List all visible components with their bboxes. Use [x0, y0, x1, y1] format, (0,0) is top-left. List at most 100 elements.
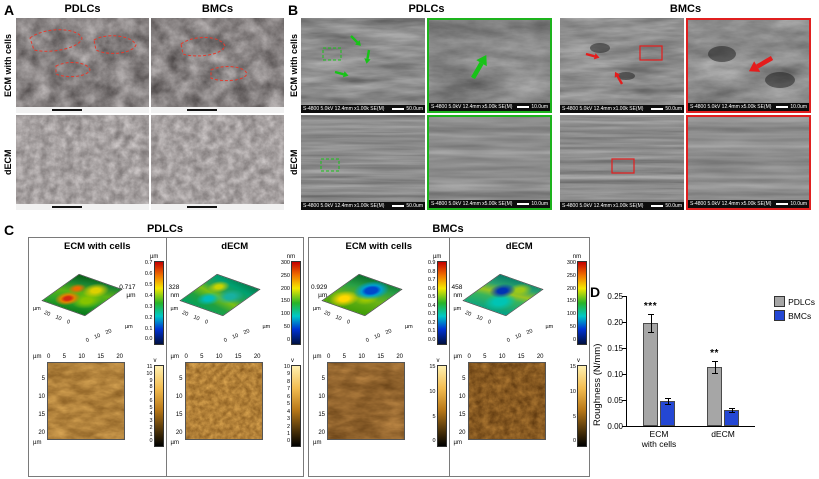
colorbar-unit: v	[576, 358, 580, 364]
colorbar-ticks: 0.7 0.6 0.5 0.4 0.3 0.2 0.1 0.0	[144, 260, 153, 343]
colorbar-gradient	[153, 365, 164, 447]
axis-unit: µm	[262, 324, 271, 330]
panel-b-col-header-pdlcs: PDLCs	[408, 3, 445, 15]
ruler-top: 0 5 10 15 20	[184, 354, 261, 360]
sem-meta-text: S-4800 5.0kV 12.4mm x1.00k SE(M)	[303, 106, 385, 112]
ruler-unit: µm	[170, 354, 179, 360]
afm-2d-block: µm 0 5 10 15 20 5 10 15 20 µm v 15 10 5 0	[309, 352, 449, 470]
roughness-annotation: 458 nm	[452, 284, 463, 300]
sem-annotations	[585, 43, 663, 85]
sem-image-bmc-decm-main: S-4800 5.0kV 12.4mm x1.00k SE(M) 50.0um	[560, 115, 684, 210]
sem-annotations	[471, 54, 487, 80]
colorbar-gradient	[291, 365, 301, 447]
panel-b-col-header-bmcs: BMCs	[669, 3, 702, 15]
panel-b-label: B	[288, 2, 299, 18]
afm-group-bmcs: ECM with cells 0.929 µm 20 10 0 0 10 20 µm µ…	[308, 237, 590, 477]
scale-text: 50.0um	[665, 106, 682, 112]
sem-info-strip: S-4800 5.0kV 12.4mm x5.00k SE(M) 10.0um	[429, 103, 550, 111]
roi-dashed-outline	[180, 37, 248, 82]
afm-column-header: ECM with cells	[345, 241, 412, 252]
roughness-annotation: 0.717 µm	[119, 284, 135, 300]
tem-image-pdlc-decm	[16, 115, 149, 210]
sem-meta-text: S-4800 5.0kV 12.4mm x1.00k SE(M)	[562, 203, 644, 209]
panel-a-col-header-pdlcs: PDLCs	[64, 3, 101, 15]
colorbar-ticks: 15 10 5 0	[429, 364, 436, 445]
colorbar-gradient	[153, 261, 164, 345]
sem-meta-text: S-4800 5.0kV 12.4mm x1.00k SE(M)	[562, 106, 644, 112]
colorbar-unit: v	[436, 358, 440, 364]
ruler-unit: µm	[33, 440, 42, 446]
legend-swatch	[774, 310, 786, 321]
legend-item: BMCs	[774, 310, 815, 321]
axis-ticks-right: 0 10 20	[505, 328, 534, 345]
panel-c: C PDLCs BMCs ECM with cells 0.717 µm 20 1…	[2, 220, 590, 478]
scale-bar	[392, 205, 405, 207]
sem-image-bmc-decm-inset: S-4800 5.0kV 12.4mm x5.00k SE(M) 10.0um	[686, 115, 811, 210]
sem-image-bmc-ecm-main: S-4800 5.0kV 12.4mm x1.00k SE(M) 50.0um	[560, 18, 684, 113]
axis-ticks-right: 0 10 20	[85, 328, 113, 345]
afm-column-bmc-decm: dECM 458 nm 20 10 0 0 10 20 µm µm nm 300 250 2…	[448, 238, 590, 476]
sem-info-strip: S-4800 5.0kV 12.4mm x1.00k SE(M) 50.0um	[560, 105, 684, 113]
scale-bar	[16, 107, 149, 113]
afm-3d-plot: 0.717 µm 20 10 0 0 10 20 µm µm µm 0.7 0.6 0.5 0…	[29, 252, 166, 352]
colorbar-3d: µm 0.7 0.6 0.5 0.4 0.3 0.2 0.1 0.0	[145, 254, 164, 345]
axis-ticks-right: 0 10 20	[365, 328, 393, 345]
scale-bar	[651, 108, 664, 110]
sem-annotations	[322, 35, 371, 78]
scale-text: 10.0um	[790, 104, 807, 110]
colorbar-unit: µm	[149, 254, 159, 260]
scale-text: 50.0um	[665, 203, 682, 209]
bar-chart: 0.00 0.05 0.10 0.15 0.20 0.25 ECM with cells **…	[607, 292, 755, 449]
colorbar-gradient	[577, 365, 587, 447]
scale-bar	[651, 205, 664, 207]
axis-ticks-left: 20 10 0	[180, 309, 209, 326]
colorbar-unit: v	[290, 358, 294, 364]
tem-image-pdlc-ecm	[16, 18, 149, 113]
scale-bar	[151, 204, 284, 210]
afm-2d-image	[467, 362, 546, 440]
legend-label: BMCs	[788, 310, 812, 321]
sem-info-strip: S-4800 5.0kV 12.4mm x5.00k SE(M) 10.0um	[688, 103, 809, 111]
ruler-top: 0 5 10 15 20	[467, 354, 544, 360]
sem-annotations	[320, 158, 340, 172]
afm-3d-plot: 458 nm 20 10 0 0 10 20 µm µm nm 300 250 200 150…	[450, 252, 590, 352]
colorbar-3d: nm 300 250 200 150 100 50 0	[281, 254, 301, 345]
sem-meta-text: S-4800 5.0kV 12.4mm x5.00k SE(M)	[431, 201, 513, 207]
afm-column-bmc-ecm: ECM with cells 0.929 µm 20 10 0 0 10 20 µm µ…	[309, 238, 449, 476]
afm-group-pdlcs: ECM with cells 0.717 µm 20 10 0 0 10 20 µm µ…	[28, 237, 304, 477]
afm-column-pdlc-decm: dECM 328 nm 20 10 0 0 10 20 µm µm nm 300 250 2…	[165, 238, 304, 476]
sem-info-strip: S-4800 5.0kV 12.4mm x1.00k SE(M) 50.0um	[560, 202, 684, 210]
sem-image-pdlc-decm-main: S-4800 5.0kV 12.4mm x1.00k SE(M) 50.0um	[301, 115, 425, 210]
sem-info-strip: S-4800 5.0kV 12.4mm x5.00k SE(M) 10.0um	[688, 200, 809, 208]
ruler-left: 5 10 15 20	[458, 376, 466, 436]
afm-column-header: ECM with cells	[63, 241, 131, 252]
annotation-value: 458	[451, 284, 463, 291]
ruler-unit: µm	[313, 354, 322, 360]
afm-3d-plot: 328 nm 20 10 0 0 10 20 µm µm nm 300 250 200 150…	[167, 252, 304, 352]
axis-unit: µm	[125, 324, 133, 330]
panel-d: D Roughness (N/mm) 0.00 0.05 0.10 0.15 0.20 0…	[588, 280, 819, 479]
axis-unit: µm	[33, 306, 41, 312]
annotation-value: 328	[168, 284, 180, 291]
ruler-unit: µm	[33, 354, 42, 360]
ruler-top: 0 5 10 15 20	[47, 354, 123, 360]
ruler-top: 0 5 10 15 20	[327, 354, 403, 360]
colorbar-2d: v 11 10 9 8 7 6 5 4 3 2 1 0	[146, 358, 164, 447]
colorbar-unit: nm	[572, 254, 582, 260]
sem-meta-text: S-4800 5.0kV 12.4mm x5.00k SE(M)	[690, 104, 772, 110]
sem-image-pdlc-decm-inset: S-4800 5.0kV 12.4mm x5.00k SE(M) 10.0um	[427, 115, 552, 210]
colorbar-ticks: 300 250 200 150 100 50 0	[566, 260, 576, 343]
chart-legend: PDLCs BMCs	[774, 296, 815, 324]
colorbar-ticks: 300 250 200 150 100 50 0	[280, 260, 290, 343]
colorbar-2d: v 15 10 5 0	[570, 358, 587, 447]
panel-a-col-header-bmcs: BMCs	[201, 3, 234, 15]
annotation-unit: µm	[318, 291, 328, 299]
tem-image-bmc-decm	[151, 115, 284, 210]
panel-a: A PDLCs BMCs ECM with cells dECM	[2, 2, 286, 216]
ruler-unit: µm	[453, 354, 462, 360]
scale-text: 50.0um	[406, 203, 423, 209]
roi-dashed-outline	[29, 29, 137, 78]
sem-annotations	[611, 158, 635, 174]
scale-bar	[776, 106, 789, 108]
